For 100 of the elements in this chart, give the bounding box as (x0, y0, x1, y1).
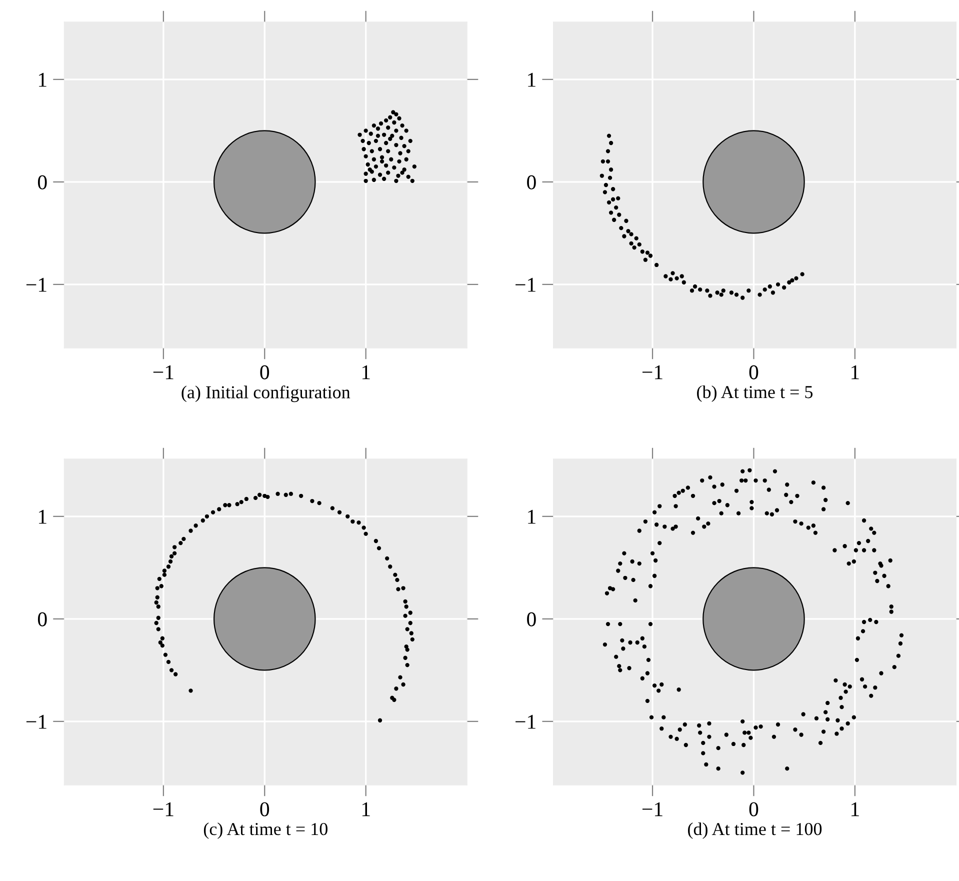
point (729, 290, 734, 295)
point (654, 262, 659, 268)
point (634, 236, 638, 240)
point (670, 271, 675, 276)
text: (d) At time t = 100 (688, 822, 822, 839)
x-tick-label: −1 (153, 365, 174, 380)
point (386, 149, 390, 154)
x-tick-label: 0 (749, 365, 758, 380)
x-tick-label: 1 (362, 802, 370, 816)
point (399, 136, 404, 140)
point (402, 144, 406, 148)
point (397, 116, 402, 120)
point (637, 242, 642, 247)
point (386, 126, 390, 130)
text: (a) Initial configuration (182, 385, 350, 402)
point (734, 292, 739, 297)
point (719, 292, 724, 297)
x-tick-label: −1 (642, 365, 662, 380)
point (360, 138, 365, 144)
point (643, 258, 648, 262)
point (364, 154, 368, 158)
point (412, 164, 416, 169)
point (632, 245, 636, 250)
point (645, 250, 650, 255)
point (721, 288, 726, 293)
point (794, 276, 798, 280)
x-tick-label: 0 (260, 365, 270, 380)
point (674, 276, 679, 280)
point (382, 176, 386, 181)
point (394, 178, 398, 183)
point (800, 272, 804, 276)
point (768, 284, 772, 289)
point (388, 136, 392, 141)
y-tick-label: 1 (528, 72, 536, 87)
point (619, 226, 624, 230)
point (372, 157, 376, 162)
point (380, 155, 384, 160)
point (606, 159, 610, 164)
point (782, 285, 786, 290)
point (398, 151, 402, 156)
point (708, 294, 712, 298)
y-tick-label: −1 (516, 278, 536, 292)
point (740, 296, 745, 300)
point (622, 234, 626, 238)
point (610, 197, 616, 202)
point (391, 110, 396, 114)
point (600, 159, 606, 164)
point (394, 128, 398, 133)
point (608, 140, 614, 146)
y-tick-label: 0 (38, 175, 47, 190)
point (390, 134, 394, 138)
point (378, 121, 384, 126)
point (364, 178, 368, 183)
y-tick-label: 1 (528, 510, 536, 524)
point (376, 134, 380, 138)
y-tick-label: 0 (38, 612, 47, 626)
point (394, 112, 398, 116)
point (682, 280, 686, 284)
point (606, 134, 612, 138)
point (382, 132, 386, 137)
point (762, 287, 767, 292)
point (384, 118, 388, 123)
y-tick-label: −1 (26, 714, 46, 729)
point (616, 196, 620, 200)
point (374, 138, 378, 144)
point (358, 132, 362, 137)
point (406, 174, 410, 179)
point (384, 163, 388, 168)
point (602, 190, 608, 194)
point (790, 278, 794, 282)
point (776, 282, 780, 287)
point (680, 274, 684, 278)
point (404, 157, 408, 162)
x-tick-label: 1 (852, 802, 859, 816)
y-tick-label: −1 (26, 278, 46, 292)
point (770, 290, 776, 295)
point (698, 287, 702, 292)
y-tick-label: −1 (516, 714, 536, 729)
point (366, 162, 370, 167)
point (612, 218, 616, 222)
point (400, 123, 404, 128)
point (372, 123, 376, 128)
point (604, 182, 608, 188)
point (366, 140, 371, 146)
point (624, 218, 628, 223)
point (617, 212, 622, 217)
x-tick-label: 0 (260, 802, 270, 816)
y-tick-label: 0 (527, 175, 536, 190)
x-tick-label: 1 (852, 365, 859, 380)
point (380, 159, 384, 164)
x-tick-label: −1 (642, 802, 662, 816)
point (396, 174, 400, 178)
point (378, 172, 382, 177)
point (374, 164, 378, 169)
point (648, 254, 653, 258)
point (406, 149, 410, 154)
x-tick-label: 1 (362, 365, 370, 380)
point (362, 147, 366, 152)
x-tick-label: 0 (749, 802, 758, 816)
y-tick-label: 1 (39, 72, 46, 87)
